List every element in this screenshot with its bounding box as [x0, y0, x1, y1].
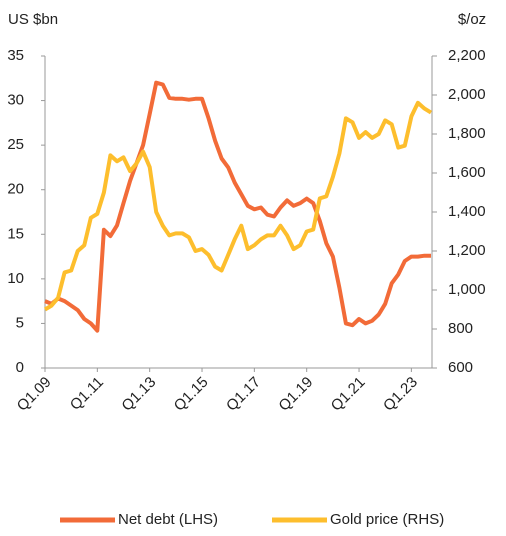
y-axis-title: US $bn — [8, 11, 58, 28]
x-tick-label: Q1.17 — [223, 374, 264, 415]
y2-tick-label: 1,600 — [448, 164, 486, 181]
x-tick-label: Q1.19 — [275, 374, 316, 415]
y2-tick-label: 1,200 — [448, 242, 486, 259]
y-tick-label: 30 — [7, 92, 24, 109]
y-tick-label: 20 — [7, 181, 24, 198]
x-tick-label: Q1.15 — [171, 374, 212, 415]
y2-tick-label: 1,000 — [448, 281, 486, 298]
series-line — [43, 100, 433, 312]
series-line — [44, 80, 431, 333]
legend-label: Gold price (RHS) — [330, 511, 444, 528]
y-tick-label: 15 — [7, 225, 24, 242]
y-tick-label: 10 — [7, 270, 24, 287]
legend-label: Net debt (LHS) — [118, 511, 218, 528]
y2-tick-label: 2,200 — [448, 47, 486, 64]
y-tick-label: 25 — [7, 136, 24, 153]
x-tick-label: Q1.23 — [380, 374, 421, 415]
x-tick-label: Q1.11 — [67, 374, 107, 414]
x-tick-label: Q1.21 — [328, 374, 369, 415]
y2-tick-label: 800 — [448, 320, 473, 337]
y2-tick-label: 1,400 — [448, 203, 486, 220]
y-tick-label: 0 — [16, 359, 24, 376]
y2-tick-label: 600 — [448, 359, 473, 376]
y2-tick-label: 1,800 — [448, 125, 486, 142]
x-tick-label: Q1.13 — [118, 374, 159, 415]
y2-tick-label: 2,000 — [448, 86, 486, 103]
y2-axis-title: $/oz — [458, 11, 486, 28]
y-tick-label: 5 — [16, 314, 24, 331]
x-tick-label: Q1.09 — [14, 374, 55, 415]
y-tick-label: 35 — [7, 47, 24, 64]
